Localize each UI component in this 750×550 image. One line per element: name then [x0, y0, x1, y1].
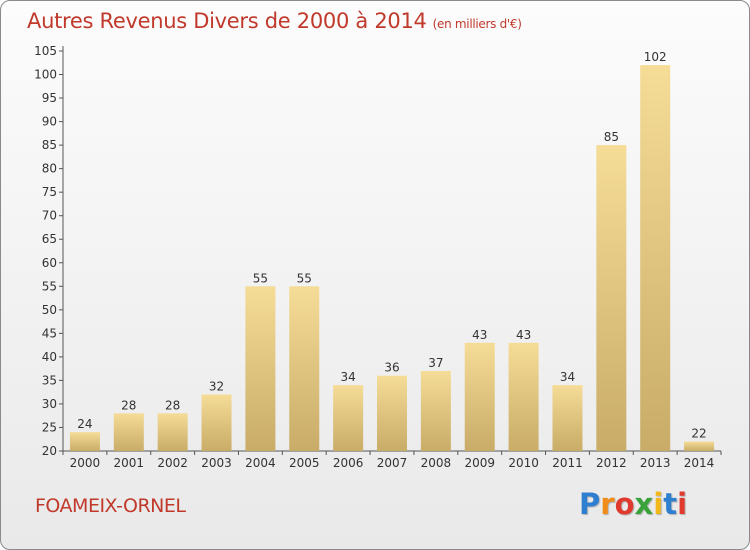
y-tick-label: 50: [42, 303, 57, 317]
place-name: FOAMEIX-ORNEL: [35, 495, 186, 517]
y-tick-label: 55: [42, 279, 57, 293]
bar: [113, 413, 144, 451]
x-tick-label: 2010: [508, 456, 539, 470]
x-tick-label: 2013: [640, 456, 671, 470]
chart-title: Autres Revenus Divers de 2000 à 2014 (en …: [27, 9, 522, 33]
bar: [464, 342, 495, 451]
x-tick-label: 2011: [552, 456, 583, 470]
y-tick-label: 105: [34, 44, 57, 58]
bar: [684, 441, 715, 451]
y-tick-label: 85: [42, 138, 57, 152]
bar-value-label: 34: [340, 370, 355, 384]
bar-value-label: 55: [253, 271, 268, 285]
bar-value-label: 28: [121, 398, 136, 412]
bar: [420, 371, 451, 451]
bar-value-label: 102: [644, 50, 667, 64]
y-tick-label: 35: [42, 373, 57, 387]
bar: [157, 413, 188, 451]
y-tick-label: 80: [42, 162, 57, 176]
y-tick-label: 65: [42, 232, 57, 246]
proxiti-logo: Proxiti: [579, 487, 687, 521]
x-tick-label: 2006: [333, 456, 364, 470]
y-tick-label: 25: [42, 420, 57, 434]
x-tick-label: 2014: [684, 456, 715, 470]
bar: [596, 145, 627, 451]
x-tick-label: 2012: [596, 456, 627, 470]
logo-letter: r: [600, 487, 615, 521]
bar-value-label: 37: [428, 356, 443, 370]
bar: [245, 286, 276, 451]
y-tick-label: 90: [42, 115, 57, 129]
x-tick-label: 2002: [157, 456, 188, 470]
y-tick-label: 70: [42, 209, 57, 223]
y-tick-label: 20: [42, 444, 57, 458]
bar-value-label: 24: [77, 417, 92, 431]
x-tick-label: 2005: [289, 456, 320, 470]
logo-letter: P: [579, 487, 601, 521]
bar-value-label: 34: [560, 370, 575, 384]
logo-letter: t: [663, 487, 678, 521]
bar: [201, 394, 232, 451]
bar-value-label: 55: [297, 271, 312, 285]
bar: [69, 432, 100, 451]
y-tick-label: 100: [34, 68, 57, 82]
bar-value-label: 85: [604, 130, 619, 144]
bar-value-label: 28: [165, 398, 180, 412]
y-tick-label: 30: [42, 397, 57, 411]
bar-value-label: 36: [384, 361, 399, 375]
bar-value-label: 43: [516, 328, 531, 342]
bar: [377, 375, 407, 451]
y-tick-label: 40: [42, 350, 57, 364]
x-tick-label: 2000: [70, 456, 101, 470]
logo-letter: i: [677, 487, 688, 521]
y-tick-label: 75: [42, 185, 57, 199]
logo-letter: o: [614, 487, 635, 521]
chart-title-text: Autres Revenus Divers de 2000 à 2014: [27, 9, 427, 33]
x-tick-label: 2007: [377, 456, 408, 470]
x-tick-label: 2008: [421, 456, 452, 470]
y-tick-label: 60: [42, 256, 57, 270]
bar-value-label: 43: [472, 328, 487, 342]
logo-letter: i: [653, 487, 664, 521]
chart-subtitle: (en milliers d'€): [432, 17, 522, 31]
logo-letter: x: [634, 487, 654, 521]
bar: [640, 65, 671, 451]
bar-value-label: 32: [209, 380, 224, 394]
x-tick-label: 2003: [201, 456, 232, 470]
bar: [333, 385, 364, 451]
bar: [552, 385, 583, 451]
x-tick-label: 2009: [464, 456, 495, 470]
bar-value-label: 22: [691, 427, 706, 441]
y-tick-label: 95: [42, 91, 57, 105]
bar: [289, 286, 320, 451]
x-tick-label: 2001: [114, 456, 145, 470]
bar: [508, 342, 539, 451]
y-tick-label: 45: [42, 326, 57, 340]
x-tick-label: 2004: [245, 456, 276, 470]
